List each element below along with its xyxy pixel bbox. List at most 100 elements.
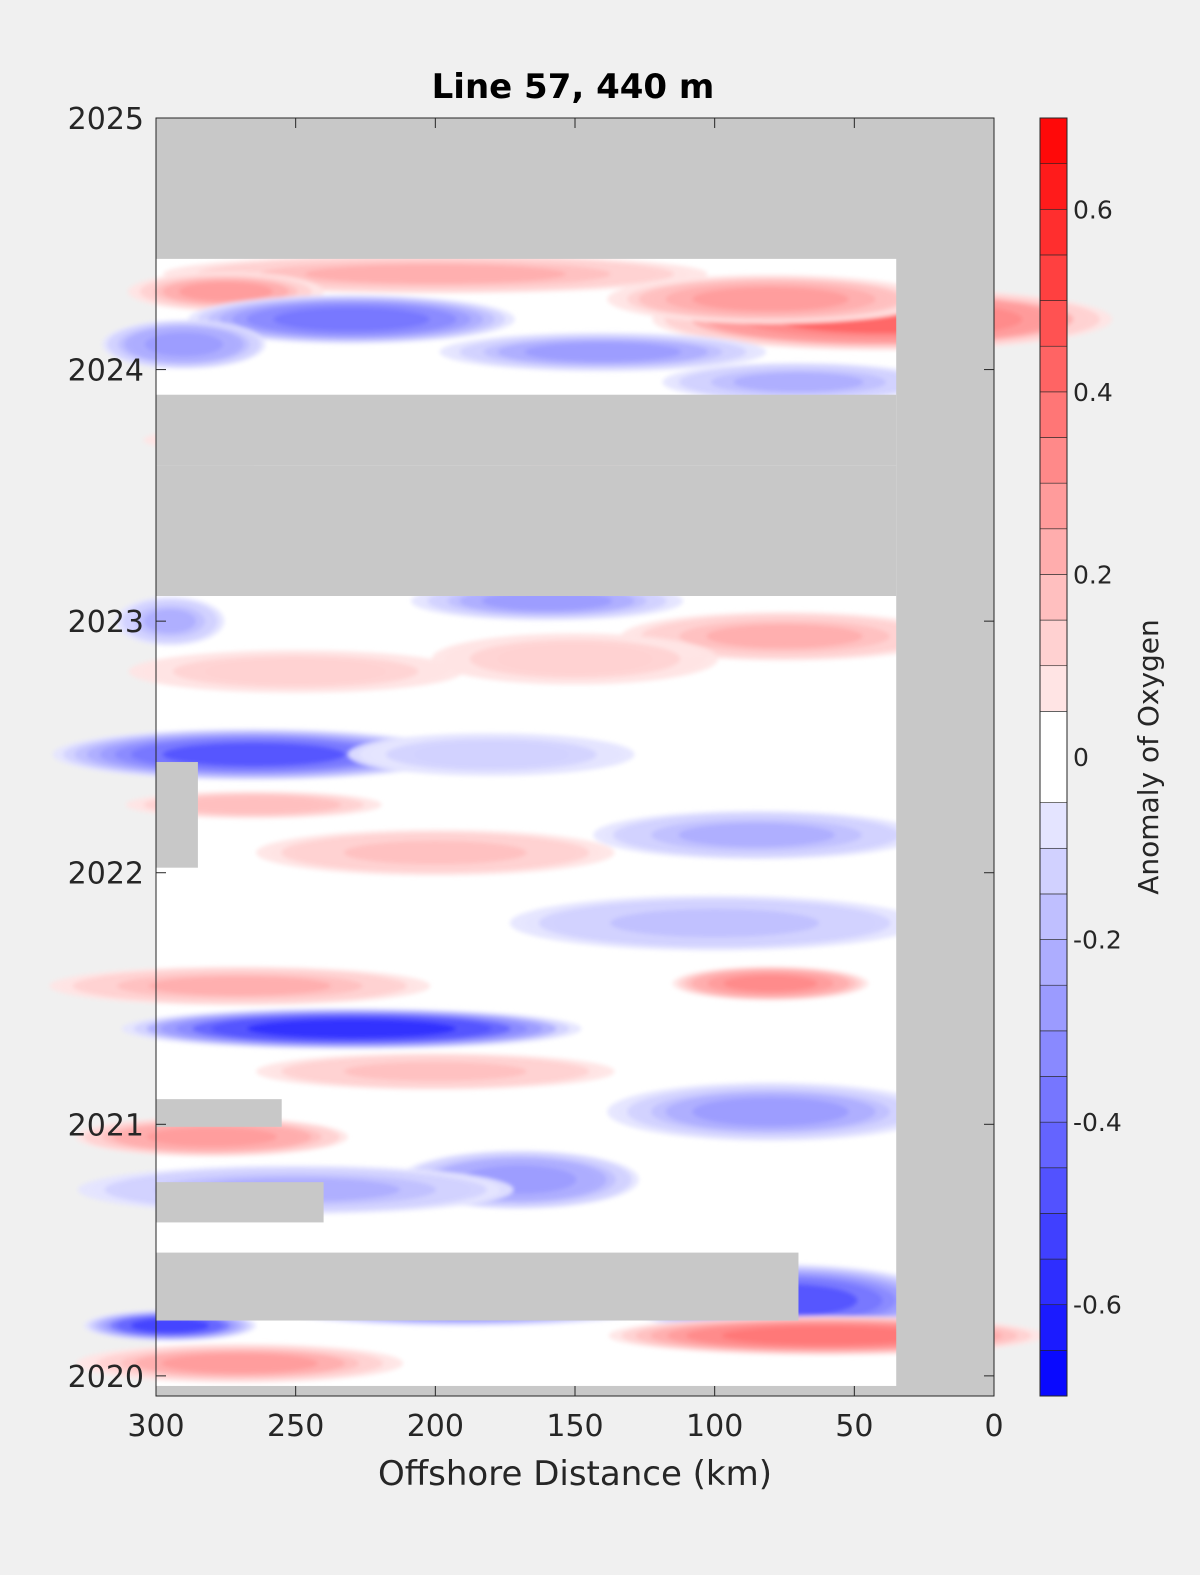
anomaly-contour	[130, 1318, 210, 1333]
anomaly-contour	[146, 1127, 278, 1147]
anomaly-contour	[692, 287, 849, 311]
colorbar-tick-label: -0.4	[1073, 1108, 1122, 1137]
no-data-region	[156, 118, 994, 259]
anomaly-contour	[343, 1062, 527, 1081]
no-data-region	[156, 465, 897, 596]
anomaly-blob	[509, 895, 920, 951]
anomaly-blob	[662, 362, 935, 402]
anomaly-blob	[621, 611, 948, 661]
colorbar-band	[1039, 665, 1068, 712]
anomaly-contour	[723, 975, 818, 992]
anomaly-blob	[607, 1082, 934, 1142]
anomaly-contour	[148, 976, 332, 996]
y-tick-label: 2023	[68, 605, 144, 640]
colorbar-band	[1039, 437, 1068, 484]
colorbar-band	[1039, 300, 1068, 347]
chart-title: Line 57, 440 m	[432, 67, 715, 107]
colorbar-band	[1039, 528, 1068, 575]
anomaly-blob	[256, 1053, 615, 1090]
colorbar-band	[1039, 1167, 1068, 1214]
colorbar-band	[1039, 1350, 1068, 1397]
anomaly-blob	[128, 649, 463, 693]
colorbar-band	[1039, 482, 1068, 530]
anomaly-blob	[75, 1117, 348, 1157]
anomaly-contour	[412, 742, 570, 767]
no-data-region	[156, 394, 897, 466]
colorbar-tick-label: 0.4	[1073, 378, 1113, 407]
colorbar-tick-label: 0.6	[1073, 195, 1113, 224]
colorbar-frame	[1039, 117, 1068, 1397]
x-tick-label: 50	[835, 1409, 873, 1444]
no-data-region	[156, 1182, 324, 1223]
colorbar: -0.6 -0.4 -0.2 0 0.2 0.4 0.6	[1039, 117, 1122, 1397]
colorbar-tick-label: 0.2	[1073, 560, 1113, 589]
no-data-region	[156, 434, 254, 466]
no-data-region	[156, 1252, 799, 1321]
anomaly-blob	[188, 294, 515, 344]
no-data-mask	[156, 118, 994, 1396]
colorbar-band	[1039, 939, 1068, 986]
anomaly-blob	[115, 596, 225, 646]
colorbar-ticks: -0.6 -0.4 -0.2 0 0.2 0.4 0.6	[1073, 195, 1122, 1319]
x-axis: 300 250 200 150 100 50 0	[127, 118, 1004, 1444]
colorbar-band	[1039, 984, 1068, 1032]
anomaly-blob	[431, 633, 719, 685]
x-tick-label: 200	[407, 1409, 464, 1444]
colorbar-band	[1039, 1258, 1068, 1306]
colorbar-band	[1039, 208, 1068, 256]
anomaly-blob	[593, 810, 920, 860]
anomaly-contour	[143, 609, 197, 633]
anomaly-blob	[49, 966, 431, 1006]
x-tick-label: 0	[984, 1409, 1003, 1444]
no-data-region	[156, 762, 198, 868]
anomaly-blob	[347, 732, 635, 776]
anomaly-contour	[524, 342, 682, 362]
colorbar-band	[1039, 1076, 1068, 1123]
colorbar-band	[1039, 619, 1068, 667]
colorbar-band	[1039, 574, 1068, 621]
anomaly-contour	[496, 644, 654, 673]
colorbar-band	[1039, 254, 1068, 301]
plot-area	[49, 117, 1113, 1397]
anomaly-blob	[439, 332, 767, 372]
y-axis: 2020 2021 2022 2023 2024 2025	[68, 102, 994, 1395]
colorbar-tick-label: -0.2	[1073, 926, 1122, 955]
colorbar-band	[1039, 893, 1068, 940]
y-tick-label: 2020	[68, 1360, 144, 1395]
anomaly-contour	[721, 1326, 931, 1346]
colorbar-band	[1039, 391, 1068, 438]
y-tick-label: 2025	[68, 102, 144, 137]
anomaly-contour	[273, 307, 430, 332]
no-data-region	[896, 118, 994, 1396]
anomaly-blob	[76, 1343, 404, 1383]
anomaly-blob	[83, 1310, 257, 1342]
colorbar-band	[1039, 117, 1068, 164]
anomaly-contour	[144, 332, 224, 357]
colorbar-band	[1039, 345, 1068, 393]
x-tick-label: 100	[686, 1409, 743, 1444]
no-data-region	[156, 1099, 282, 1127]
anomaly-contour	[733, 372, 864, 392]
anomaly-blob	[121, 1007, 582, 1050]
y-tick-label: 2021	[68, 1108, 144, 1143]
anomaly-contour	[161, 1353, 319, 1373]
anomaly-blob	[102, 319, 266, 369]
x-tick-label: 150	[546, 1409, 603, 1444]
anomaly-contour	[188, 797, 320, 812]
y-tick-label: 2022	[68, 857, 144, 892]
anomaly-contour	[692, 1097, 849, 1126]
anomaly-contour	[178, 282, 273, 301]
y-tick-label: 2024	[68, 354, 144, 389]
anomaly-contour	[481, 591, 613, 611]
colorbar-band	[1039, 1213, 1068, 1260]
x-tick-label: 250	[267, 1409, 324, 1444]
colorbar-tick-label: -0.6	[1073, 1291, 1122, 1320]
anomaly-contour	[162, 742, 346, 767]
anomaly-contour	[204, 659, 388, 684]
anomaly-contour	[706, 624, 863, 649]
colorbar-band	[1039, 1030, 1068, 1077]
anomaly-contour	[678, 823, 835, 847]
colorbar-label: Anomaly of Oxygen	[1132, 619, 1165, 895]
colorbar-band	[1039, 802, 1068, 849]
